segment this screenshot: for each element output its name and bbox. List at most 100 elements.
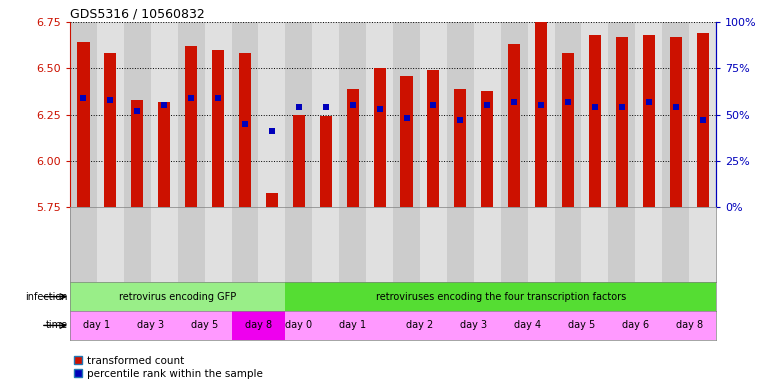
Bar <box>151 207 178 282</box>
Bar <box>501 311 555 340</box>
Bar <box>124 311 178 340</box>
Bar <box>97 22 124 207</box>
Legend: transformed count, percentile rank within the sample: transformed count, percentile rank withi… <box>75 356 263 379</box>
Bar <box>312 311 393 340</box>
Bar <box>70 207 97 282</box>
Text: day 1: day 1 <box>339 320 366 331</box>
Text: infection: infection <box>25 291 68 302</box>
Bar <box>609 22 635 207</box>
Text: day 5: day 5 <box>191 320 218 331</box>
Bar <box>562 53 574 207</box>
Bar <box>259 207 285 282</box>
Bar <box>70 22 97 207</box>
Bar <box>104 53 116 207</box>
Bar <box>177 22 205 207</box>
Bar <box>259 22 285 207</box>
Bar <box>366 22 393 207</box>
Bar <box>609 311 662 340</box>
Bar <box>320 116 332 207</box>
Bar <box>312 22 339 207</box>
Bar <box>689 207 716 282</box>
Bar <box>158 102 170 207</box>
Text: day 3: day 3 <box>460 320 487 331</box>
Text: day 8: day 8 <box>245 320 272 331</box>
Bar <box>212 50 224 207</box>
Bar <box>474 22 501 207</box>
Bar <box>447 207 474 282</box>
Bar <box>400 76 412 207</box>
Bar <box>447 311 501 340</box>
Bar <box>474 207 501 282</box>
Bar <box>231 311 285 340</box>
Bar <box>285 22 312 207</box>
Bar <box>231 207 259 282</box>
Bar <box>131 100 143 207</box>
Bar <box>581 207 609 282</box>
Text: day 2: day 2 <box>406 320 434 331</box>
Bar <box>662 207 689 282</box>
Bar <box>616 37 628 207</box>
Text: GDS5316 / 10560832: GDS5316 / 10560832 <box>70 8 205 21</box>
Bar <box>508 44 521 207</box>
Bar <box>527 22 555 207</box>
Bar <box>185 46 197 207</box>
Bar <box>447 22 474 207</box>
Bar <box>555 207 581 282</box>
Bar <box>339 207 366 282</box>
Bar <box>285 207 312 282</box>
Bar <box>374 68 386 207</box>
Bar <box>205 207 231 282</box>
Bar <box>205 22 231 207</box>
Bar <box>689 22 716 207</box>
Bar <box>366 207 393 282</box>
Bar <box>266 192 278 207</box>
Bar <box>454 89 466 207</box>
Bar <box>428 70 440 207</box>
Bar <box>393 22 420 207</box>
Bar <box>124 207 151 282</box>
Bar <box>555 22 581 207</box>
Bar <box>535 22 547 207</box>
Bar <box>670 37 682 207</box>
Bar <box>231 22 259 207</box>
Bar <box>696 33 708 207</box>
Bar <box>420 207 447 282</box>
Bar <box>662 22 689 207</box>
Bar <box>124 22 151 207</box>
Bar <box>589 35 601 207</box>
Bar <box>481 91 493 207</box>
Bar <box>393 207 420 282</box>
Bar <box>635 207 662 282</box>
Bar <box>393 311 447 340</box>
Bar <box>70 311 124 340</box>
Bar <box>151 22 178 207</box>
Bar <box>177 207 205 282</box>
Bar <box>527 207 555 282</box>
Bar <box>97 207 124 282</box>
Text: day 6: day 6 <box>622 320 649 331</box>
Bar <box>609 207 635 282</box>
Bar <box>293 115 305 207</box>
Text: day 8: day 8 <box>676 320 702 331</box>
Bar <box>555 311 608 340</box>
Bar <box>581 22 609 207</box>
Text: retroviruses encoding the four transcription factors: retroviruses encoding the four transcrip… <box>376 291 626 302</box>
Text: day 4: day 4 <box>514 320 541 331</box>
Bar <box>420 22 447 207</box>
Text: day 3: day 3 <box>137 320 164 331</box>
Bar <box>662 311 716 340</box>
Bar <box>501 207 527 282</box>
Bar <box>643 35 655 207</box>
Text: day 1: day 1 <box>84 320 110 331</box>
Bar <box>635 22 662 207</box>
Bar <box>312 207 339 282</box>
Bar <box>78 42 90 207</box>
Text: day 0: day 0 <box>285 320 313 331</box>
Text: retrovirus encoding GFP: retrovirus encoding GFP <box>119 291 237 302</box>
Bar <box>70 282 285 311</box>
Bar <box>346 89 358 207</box>
Text: time: time <box>46 320 68 331</box>
Text: day 5: day 5 <box>568 320 595 331</box>
Bar <box>285 282 716 311</box>
Bar <box>501 22 527 207</box>
